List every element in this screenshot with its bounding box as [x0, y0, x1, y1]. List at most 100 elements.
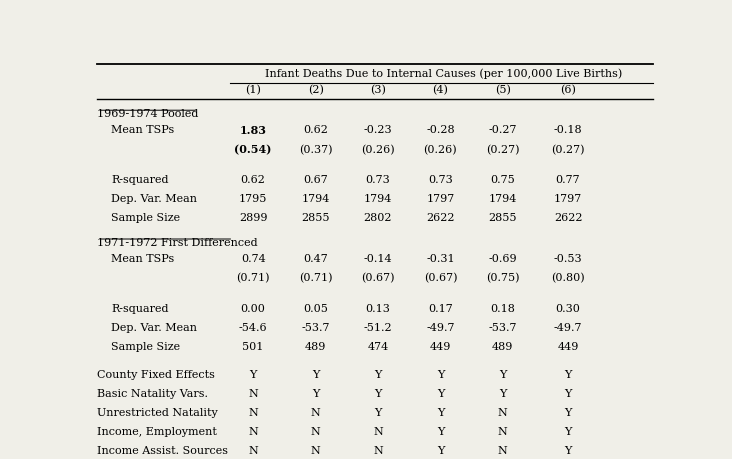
Text: Unrestricted Natality: Unrestricted Natality	[97, 408, 218, 418]
Text: -51.2: -51.2	[364, 323, 392, 333]
Text: 0.73: 0.73	[428, 175, 453, 185]
Text: 1797: 1797	[554, 194, 582, 204]
Text: -54.6: -54.6	[239, 323, 267, 333]
Text: 0.62: 0.62	[241, 175, 266, 185]
Text: 2855: 2855	[488, 213, 517, 223]
Text: 1969-1974 Pooled: 1969-1974 Pooled	[97, 109, 198, 119]
Text: Y: Y	[437, 389, 444, 399]
Text: -49.7: -49.7	[554, 323, 582, 333]
Text: (0.80): (0.80)	[551, 273, 585, 284]
Text: Y: Y	[564, 370, 572, 380]
Text: Basic Natality Vars.: Basic Natality Vars.	[97, 389, 208, 399]
Text: 2899: 2899	[239, 213, 267, 223]
Text: 1794: 1794	[364, 194, 392, 204]
Text: County Fixed Effects: County Fixed Effects	[97, 370, 215, 380]
Text: 0.77: 0.77	[556, 175, 580, 185]
Text: Y: Y	[374, 408, 381, 418]
Text: -0.14: -0.14	[364, 254, 392, 264]
Text: Y: Y	[499, 389, 507, 399]
Text: R-squared: R-squared	[111, 175, 169, 185]
Text: Y: Y	[437, 427, 444, 437]
Text: (4): (4)	[433, 85, 448, 95]
Text: 0.74: 0.74	[241, 254, 266, 264]
Text: (0.75): (0.75)	[486, 273, 520, 284]
Text: 489: 489	[492, 342, 513, 352]
Text: Sample Size: Sample Size	[111, 213, 181, 223]
Text: 0.13: 0.13	[365, 304, 390, 313]
Text: N: N	[498, 408, 508, 418]
Text: (0.71): (0.71)	[299, 273, 332, 284]
Text: Dep. Var. Mean: Dep. Var. Mean	[111, 323, 198, 333]
Text: N: N	[373, 427, 383, 437]
Text: 1794: 1794	[302, 194, 330, 204]
Text: (2): (2)	[307, 85, 324, 95]
Text: Y: Y	[499, 370, 507, 380]
Text: Dep. Var. Mean: Dep. Var. Mean	[111, 194, 198, 204]
Text: (5): (5)	[495, 85, 511, 95]
Text: 2802: 2802	[364, 213, 392, 223]
Text: Mean TSPs: Mean TSPs	[111, 254, 175, 264]
Text: -0.69: -0.69	[488, 254, 517, 264]
Text: (0.67): (0.67)	[361, 273, 395, 284]
Text: N: N	[248, 408, 258, 418]
Text: (0.27): (0.27)	[486, 145, 520, 155]
Text: 1.83: 1.83	[239, 125, 266, 136]
Text: 0.18: 0.18	[490, 304, 515, 313]
Text: (0.67): (0.67)	[424, 273, 458, 284]
Text: Y: Y	[564, 427, 572, 437]
Text: (0.26): (0.26)	[361, 145, 395, 155]
Text: Y: Y	[564, 408, 572, 418]
Text: -0.23: -0.23	[364, 125, 392, 135]
Text: Y: Y	[312, 370, 319, 380]
Text: N: N	[373, 446, 383, 456]
Text: 474: 474	[367, 342, 389, 352]
Text: 1795: 1795	[239, 194, 267, 204]
Text: -0.27: -0.27	[488, 125, 517, 135]
Text: N: N	[310, 446, 321, 456]
Text: 0.75: 0.75	[490, 175, 515, 185]
Text: Y: Y	[374, 389, 381, 399]
Text: 1794: 1794	[488, 194, 517, 204]
Text: N: N	[310, 408, 321, 418]
Text: N: N	[248, 389, 258, 399]
Text: 0.05: 0.05	[303, 304, 328, 313]
Text: Y: Y	[564, 446, 572, 456]
Text: 1971-1972 First Differenced: 1971-1972 First Differenced	[97, 238, 258, 248]
Text: 2622: 2622	[426, 213, 455, 223]
Text: (0.37): (0.37)	[299, 145, 332, 155]
Text: N: N	[498, 427, 508, 437]
Text: 1797: 1797	[426, 194, 455, 204]
Text: (0.26): (0.26)	[424, 145, 458, 155]
Text: N: N	[310, 427, 321, 437]
Text: Y: Y	[374, 370, 381, 380]
Text: Y: Y	[437, 408, 444, 418]
Text: R-squared: R-squared	[111, 304, 169, 313]
Text: -53.7: -53.7	[488, 323, 517, 333]
Text: N: N	[498, 446, 508, 456]
Text: 2855: 2855	[302, 213, 330, 223]
Text: -53.7: -53.7	[302, 323, 330, 333]
Text: (6): (6)	[560, 85, 576, 95]
Text: 449: 449	[557, 342, 579, 352]
Text: 0.62: 0.62	[303, 125, 328, 135]
Text: (0.27): (0.27)	[551, 145, 585, 155]
Text: Y: Y	[312, 389, 319, 399]
Text: (0.54): (0.54)	[234, 145, 272, 156]
Text: (3): (3)	[370, 85, 386, 95]
Text: (0.71): (0.71)	[236, 273, 270, 284]
Text: Y: Y	[437, 446, 444, 456]
Text: 501: 501	[242, 342, 264, 352]
Text: -0.31: -0.31	[426, 254, 455, 264]
Text: Mean TSPs: Mean TSPs	[111, 125, 175, 135]
Text: 0.00: 0.00	[241, 304, 266, 313]
Text: Infant Deaths Due to Internal Causes (per 100,000 Live Births): Infant Deaths Due to Internal Causes (pe…	[264, 68, 622, 79]
Text: -0.28: -0.28	[426, 125, 455, 135]
Text: -49.7: -49.7	[426, 323, 455, 333]
Text: 449: 449	[430, 342, 451, 352]
Text: Y: Y	[437, 370, 444, 380]
Text: Y: Y	[564, 389, 572, 399]
Text: -0.18: -0.18	[553, 125, 583, 135]
Text: 0.67: 0.67	[303, 175, 328, 185]
Text: Income, Employment: Income, Employment	[97, 427, 217, 437]
Text: 0.30: 0.30	[556, 304, 580, 313]
